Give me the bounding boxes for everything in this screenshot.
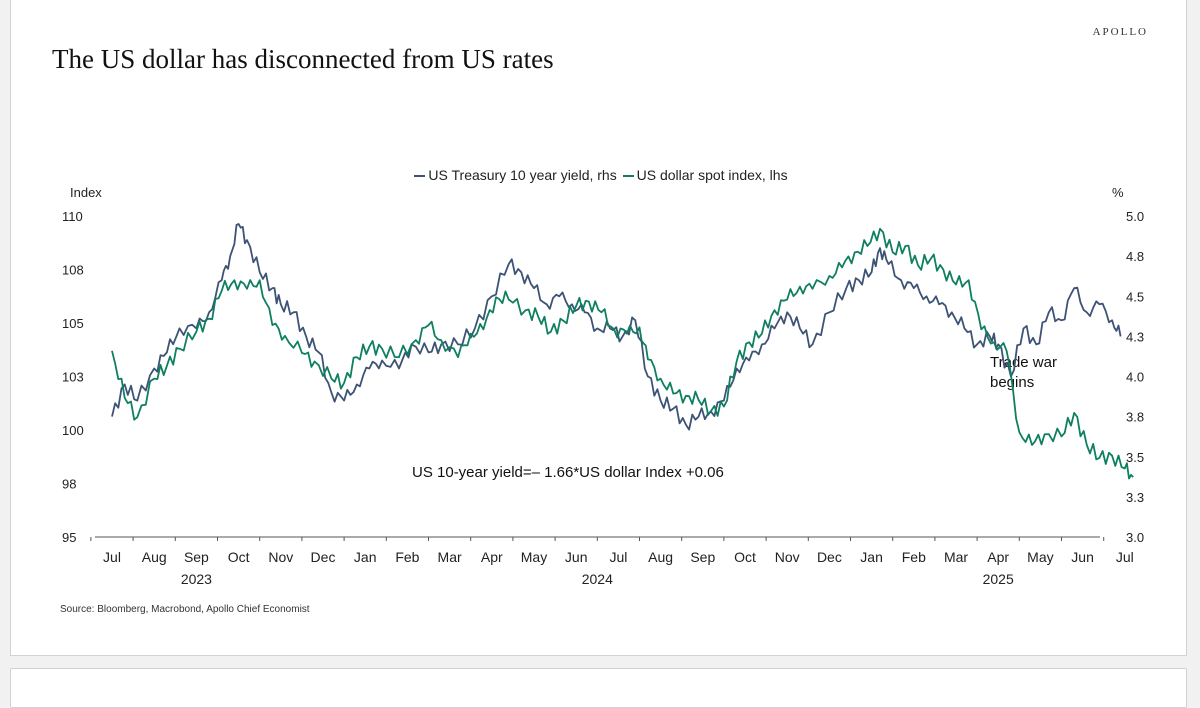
- x-month-label: Jan: [354, 549, 377, 565]
- equation-annotation: US 10-year yield=– 1.66*US dollar Index …: [412, 464, 724, 481]
- x-month-label: Dec: [817, 549, 842, 565]
- x-month-label: Nov: [775, 549, 800, 565]
- x-month-label: Feb: [902, 549, 926, 565]
- x-month-label: Jul: [609, 549, 627, 565]
- right-tick-label: 4.0: [1126, 370, 1144, 385]
- x-month-label: Dec: [311, 549, 336, 565]
- chart-legend: US Treasury 10 year yield, rhs US dollar…: [0, 167, 1200, 183]
- x-month-label: Jul: [103, 549, 121, 565]
- x-month-label: Jun: [1071, 549, 1094, 565]
- x-month-label: Jun: [565, 549, 588, 565]
- x-month-label: Aug: [142, 549, 167, 565]
- x-month-label: Feb: [395, 549, 419, 565]
- left-tick-label: 98: [62, 477, 76, 492]
- legend-swatch-dollar: [622, 175, 634, 178]
- right-tick-label: 3.0: [1126, 530, 1144, 545]
- left-tick-label: 105: [62, 316, 84, 331]
- source-note: Source: Bloomberg, Macrobond, Apollo Chi…: [60, 604, 310, 615]
- x-month-label: Mar: [944, 549, 968, 565]
- right-axis-label: %: [1112, 185, 1124, 200]
- right-tick-label: 5.0: [1126, 209, 1144, 224]
- x-month-label: Jul: [1116, 549, 1134, 565]
- left-tick-label: 103: [62, 370, 84, 385]
- x-month-label: May: [1027, 549, 1053, 565]
- chart-card: [10, 0, 1187, 656]
- x-month-label: Apr: [481, 549, 503, 565]
- treasury-yield-line: [111, 223, 1122, 431]
- chart-title: The US dollar has disconnected from US r…: [52, 44, 554, 74]
- event-annotation-line1: Trade war: [990, 354, 1057, 371]
- brand-logo: APOLLO: [1092, 26, 1148, 38]
- left-tick-label: 95: [62, 530, 76, 545]
- right-tick-label: 3.5: [1126, 450, 1144, 465]
- x-month-label: Oct: [228, 549, 250, 565]
- left-tick-label: 110: [62, 209, 83, 224]
- x-month-label: Sep: [184, 549, 209, 565]
- x-year-label: 2023: [181, 571, 212, 587]
- dollar-index-line: [111, 227, 1134, 480]
- left-tick-label: 100: [62, 423, 84, 438]
- right-tick-label: 3.3: [1126, 490, 1144, 505]
- right-tick-label: 4.5: [1126, 289, 1144, 304]
- x-month-label: Oct: [734, 549, 756, 565]
- left-tick-label: 108: [62, 263, 84, 278]
- right-tick-label: 4.3: [1126, 329, 1144, 344]
- x-year-label: 2025: [983, 571, 1014, 587]
- right-tick-label: 3.8: [1126, 410, 1144, 425]
- x-month-label: Aug: [648, 549, 673, 565]
- x-month-label: Jan: [860, 549, 883, 565]
- legend-swatch-yield: [414, 175, 426, 178]
- right-tick-label: 4.8: [1126, 249, 1144, 264]
- left-axis-label: Index: [70, 185, 102, 200]
- x-year-label: 2024: [582, 571, 613, 587]
- chart-plot: Index % US 10-year yield=– 1.66*US dolla…: [62, 185, 1144, 587]
- legend-label-yield: US Treasury 10 year yield, rhs: [428, 167, 617, 183]
- x-month-label: Mar: [438, 549, 462, 565]
- legend-label-dollar: US dollar spot index, lhs: [636, 167, 788, 183]
- x-month-label: May: [521, 549, 547, 565]
- x-month-label: Apr: [987, 549, 1009, 565]
- x-month-label: Sep: [690, 549, 715, 565]
- x-month-label: Nov: [268, 549, 293, 565]
